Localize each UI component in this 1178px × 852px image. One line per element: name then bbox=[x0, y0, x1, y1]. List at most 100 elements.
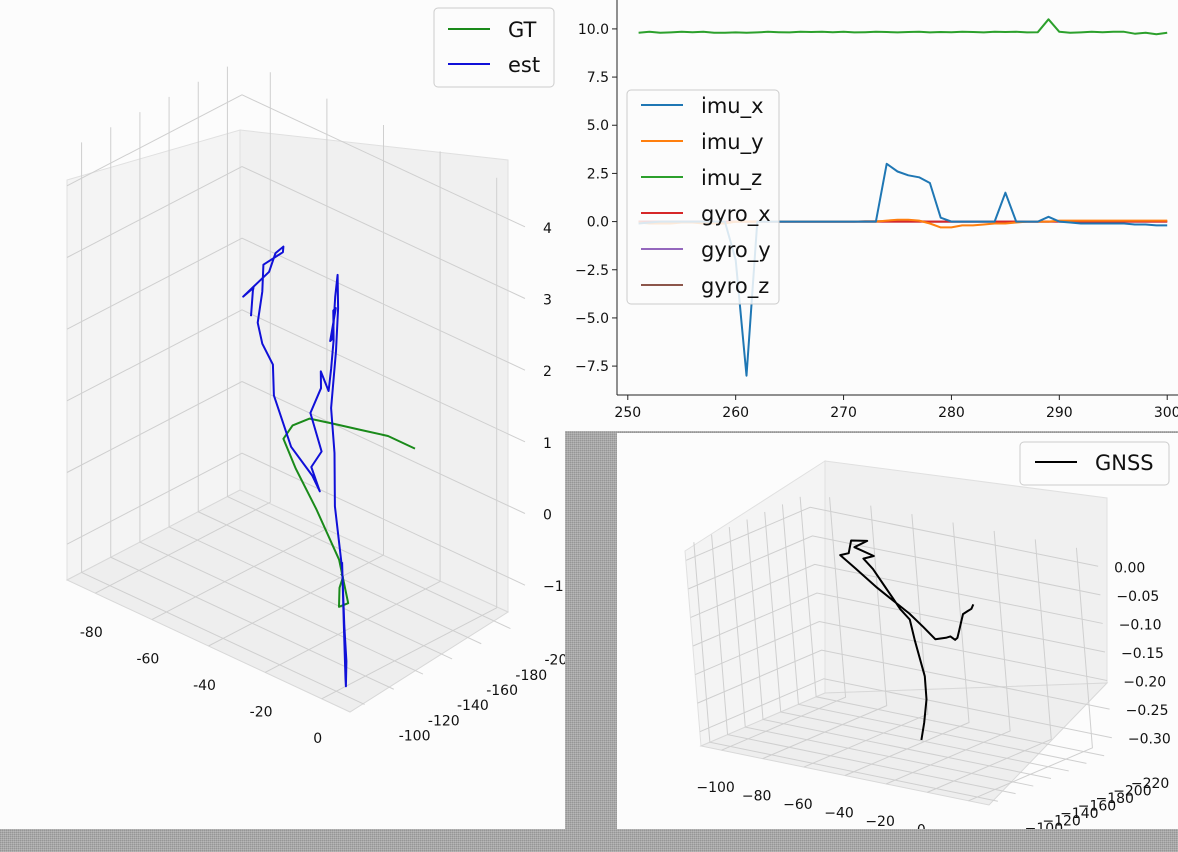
gnss-xtick-label: −80 bbox=[742, 789, 772, 805]
gnss-ztick-label: −0.25 bbox=[1126, 703, 1169, 719]
traj-ztick-label: 2 bbox=[543, 364, 552, 380]
gnss-grid-y bbox=[764, 511, 1069, 772]
gnss-grid-z bbox=[692, 592, 1106, 653]
gnss-grid-x bbox=[721, 497, 847, 751]
gnss-grid-x bbox=[968, 547, 1093, 802]
traj-pane-floor bbox=[65, 489, 510, 713]
trajectory-grid bbox=[66, 66, 526, 705]
imu-xtick-label: 270 bbox=[830, 405, 857, 421]
gnss-3d-panel: −100−80−60−40−20020−100−120−140−160−180−… bbox=[617, 433, 1178, 829]
traj-xtick-label: -60 bbox=[136, 652, 159, 668]
gnss-grid-y bbox=[711, 534, 1016, 795]
traj-xtick-label: -80 bbox=[80, 625, 103, 641]
gnss-grid-x bbox=[803, 514, 929, 768]
gnss-xtick-label: −100 bbox=[696, 780, 734, 796]
gnss-ytick-label: −100 bbox=[1025, 821, 1063, 829]
traj-grid-x bbox=[95, 72, 271, 594]
gnss-grid-y bbox=[781, 504, 1087, 764]
gnss-grid-x bbox=[885, 530, 1011, 785]
imu-xtick-label: 260 bbox=[722, 405, 749, 421]
imu-legend-box bbox=[626, 89, 780, 305]
legend-imu-x-label: imu_x bbox=[701, 94, 764, 119]
traj-ytick-label: -160 bbox=[486, 683, 518, 699]
traj-ztick-label: −1 bbox=[543, 579, 564, 595]
imu-ytick-label: 0.0 bbox=[587, 215, 609, 231]
traj-ztick-label: 1 bbox=[543, 436, 552, 452]
gnss-ytick-label: −120 bbox=[1042, 814, 1080, 829]
traj-grid-y bbox=[139, 112, 424, 675]
traj-grid-y bbox=[168, 96, 453, 660]
gnss-ztick-label: 0.00 bbox=[1114, 560, 1145, 576]
traj-xtick-label: 0 bbox=[313, 731, 322, 747]
imu-xtick-label: 300 bbox=[1154, 405, 1178, 421]
gnss-ztick-label: −0.15 bbox=[1121, 646, 1164, 662]
traj-grid-z bbox=[66, 380, 526, 514]
traj-grid-x bbox=[321, 177, 498, 700]
traj-grid-z bbox=[66, 309, 526, 443]
traj-grid-x bbox=[208, 125, 384, 647]
legend-box bbox=[433, 7, 555, 88]
gnss-grid-y bbox=[728, 527, 1034, 787]
trajectory-series-group bbox=[242, 245, 416, 688]
traj-grid-z bbox=[66, 237, 526, 371]
trajectory-3d-panel: -80-60-40-200-100-120-140-160-180-200432… bbox=[0, 0, 565, 829]
traj-grid-y bbox=[81, 142, 365, 705]
traj-ytick-label: -120 bbox=[428, 713, 460, 729]
gnss-grid-y bbox=[746, 519, 1052, 779]
traj-grid-x bbox=[264, 151, 441, 673]
gnss-ytick-label: −220 bbox=[1131, 776, 1169, 792]
gnss-xtick-label: −20 bbox=[865, 814, 895, 829]
gnss-series-group bbox=[839, 539, 975, 741]
gnss-legend-box bbox=[1019, 441, 1170, 486]
gnss-grid-z bbox=[697, 649, 1110, 710]
traj-ztick-label: 4 bbox=[543, 221, 552, 237]
legend-gt-label: GT bbox=[508, 18, 537, 42]
imu-ytick-label: 10.0 bbox=[578, 22, 609, 38]
gnss-ytick-label: −160 bbox=[1078, 799, 1116, 815]
trajectory-tick-labels: -80-60-40-200-100-120-140-160-180-200432… bbox=[80, 221, 565, 747]
legend-imu-z-label: imu_z bbox=[701, 166, 762, 191]
gnss-xtick-label: −60 bbox=[783, 797, 813, 813]
gnss-pane-back bbox=[824, 460, 1108, 694]
gnss-ztick-label: −0.20 bbox=[1123, 675, 1166, 691]
legend-gyro-y-label: gyro_y bbox=[701, 238, 771, 263]
traj-ytick-label: -200 bbox=[545, 653, 565, 669]
traj-series-gt bbox=[282, 417, 416, 608]
imu-series-imu-z bbox=[638, 18, 1168, 36]
traj-grid-z bbox=[66, 452, 526, 586]
gnss-xtick-label: 0 bbox=[917, 822, 926, 829]
legend-est-label: est bbox=[508, 53, 540, 77]
imu-line-chart: 250 260 270 280 290 300 10.0 7.5 5.0 2.5 0.0 −2.5 −5… bbox=[575, 0, 1178, 421]
imu-ytick-label: 5.0 bbox=[587, 118, 609, 134]
traj-grid-z bbox=[66, 94, 526, 228]
imu-xtick-label: 290 bbox=[1046, 405, 1073, 421]
traj-xtick-label: -20 bbox=[250, 704, 273, 720]
trajectory-3d-panes bbox=[65, 129, 510, 713]
gnss-ytick-label: −180 bbox=[1095, 791, 1133, 807]
traj-series-est bbox=[242, 245, 348, 688]
gnss-grid-z bbox=[685, 506, 1099, 567]
traj-ztick-label: 3 bbox=[543, 293, 552, 309]
traj-grid-x bbox=[151, 98, 328, 621]
traj-grid-y bbox=[226, 66, 511, 630]
gnss-grid-z bbox=[699, 678, 1112, 739]
gnss-xtick-label: −40 bbox=[824, 806, 854, 822]
imu-tick-labels: 250 260 270 280 290 300 10.0 7.5 5.0 2.5 0.0 −2.5 −5… bbox=[575, 22, 1178, 421]
imu-ytick-label: −5.0 bbox=[575, 311, 609, 327]
traj-ytick-label: -100 bbox=[399, 728, 431, 744]
legend-gyro-x-label: gyro_x bbox=[701, 202, 771, 227]
gnss-grid-y bbox=[693, 542, 998, 802]
imu-ytick-label: −2.5 bbox=[575, 263, 609, 279]
imu-xtick-label: 250 bbox=[614, 405, 641, 421]
gnss-legend: GNSS bbox=[1019, 441, 1170, 486]
traj-grid-y bbox=[110, 127, 394, 690]
gnss-series-gnss bbox=[839, 539, 975, 741]
imu-ytick-label: 2.5 bbox=[587, 166, 609, 182]
gnss-grid-x bbox=[927, 539, 1052, 793]
traj-grid-z bbox=[66, 165, 526, 299]
gnss-ytick-label: −200 bbox=[1113, 783, 1151, 799]
legend-imu-y-label: imu_y bbox=[701, 130, 764, 155]
traj-grid-y bbox=[197, 81, 482, 645]
imu-xtick-label: 280 bbox=[938, 405, 965, 421]
traj-xtick-label: -40 bbox=[193, 678, 216, 694]
